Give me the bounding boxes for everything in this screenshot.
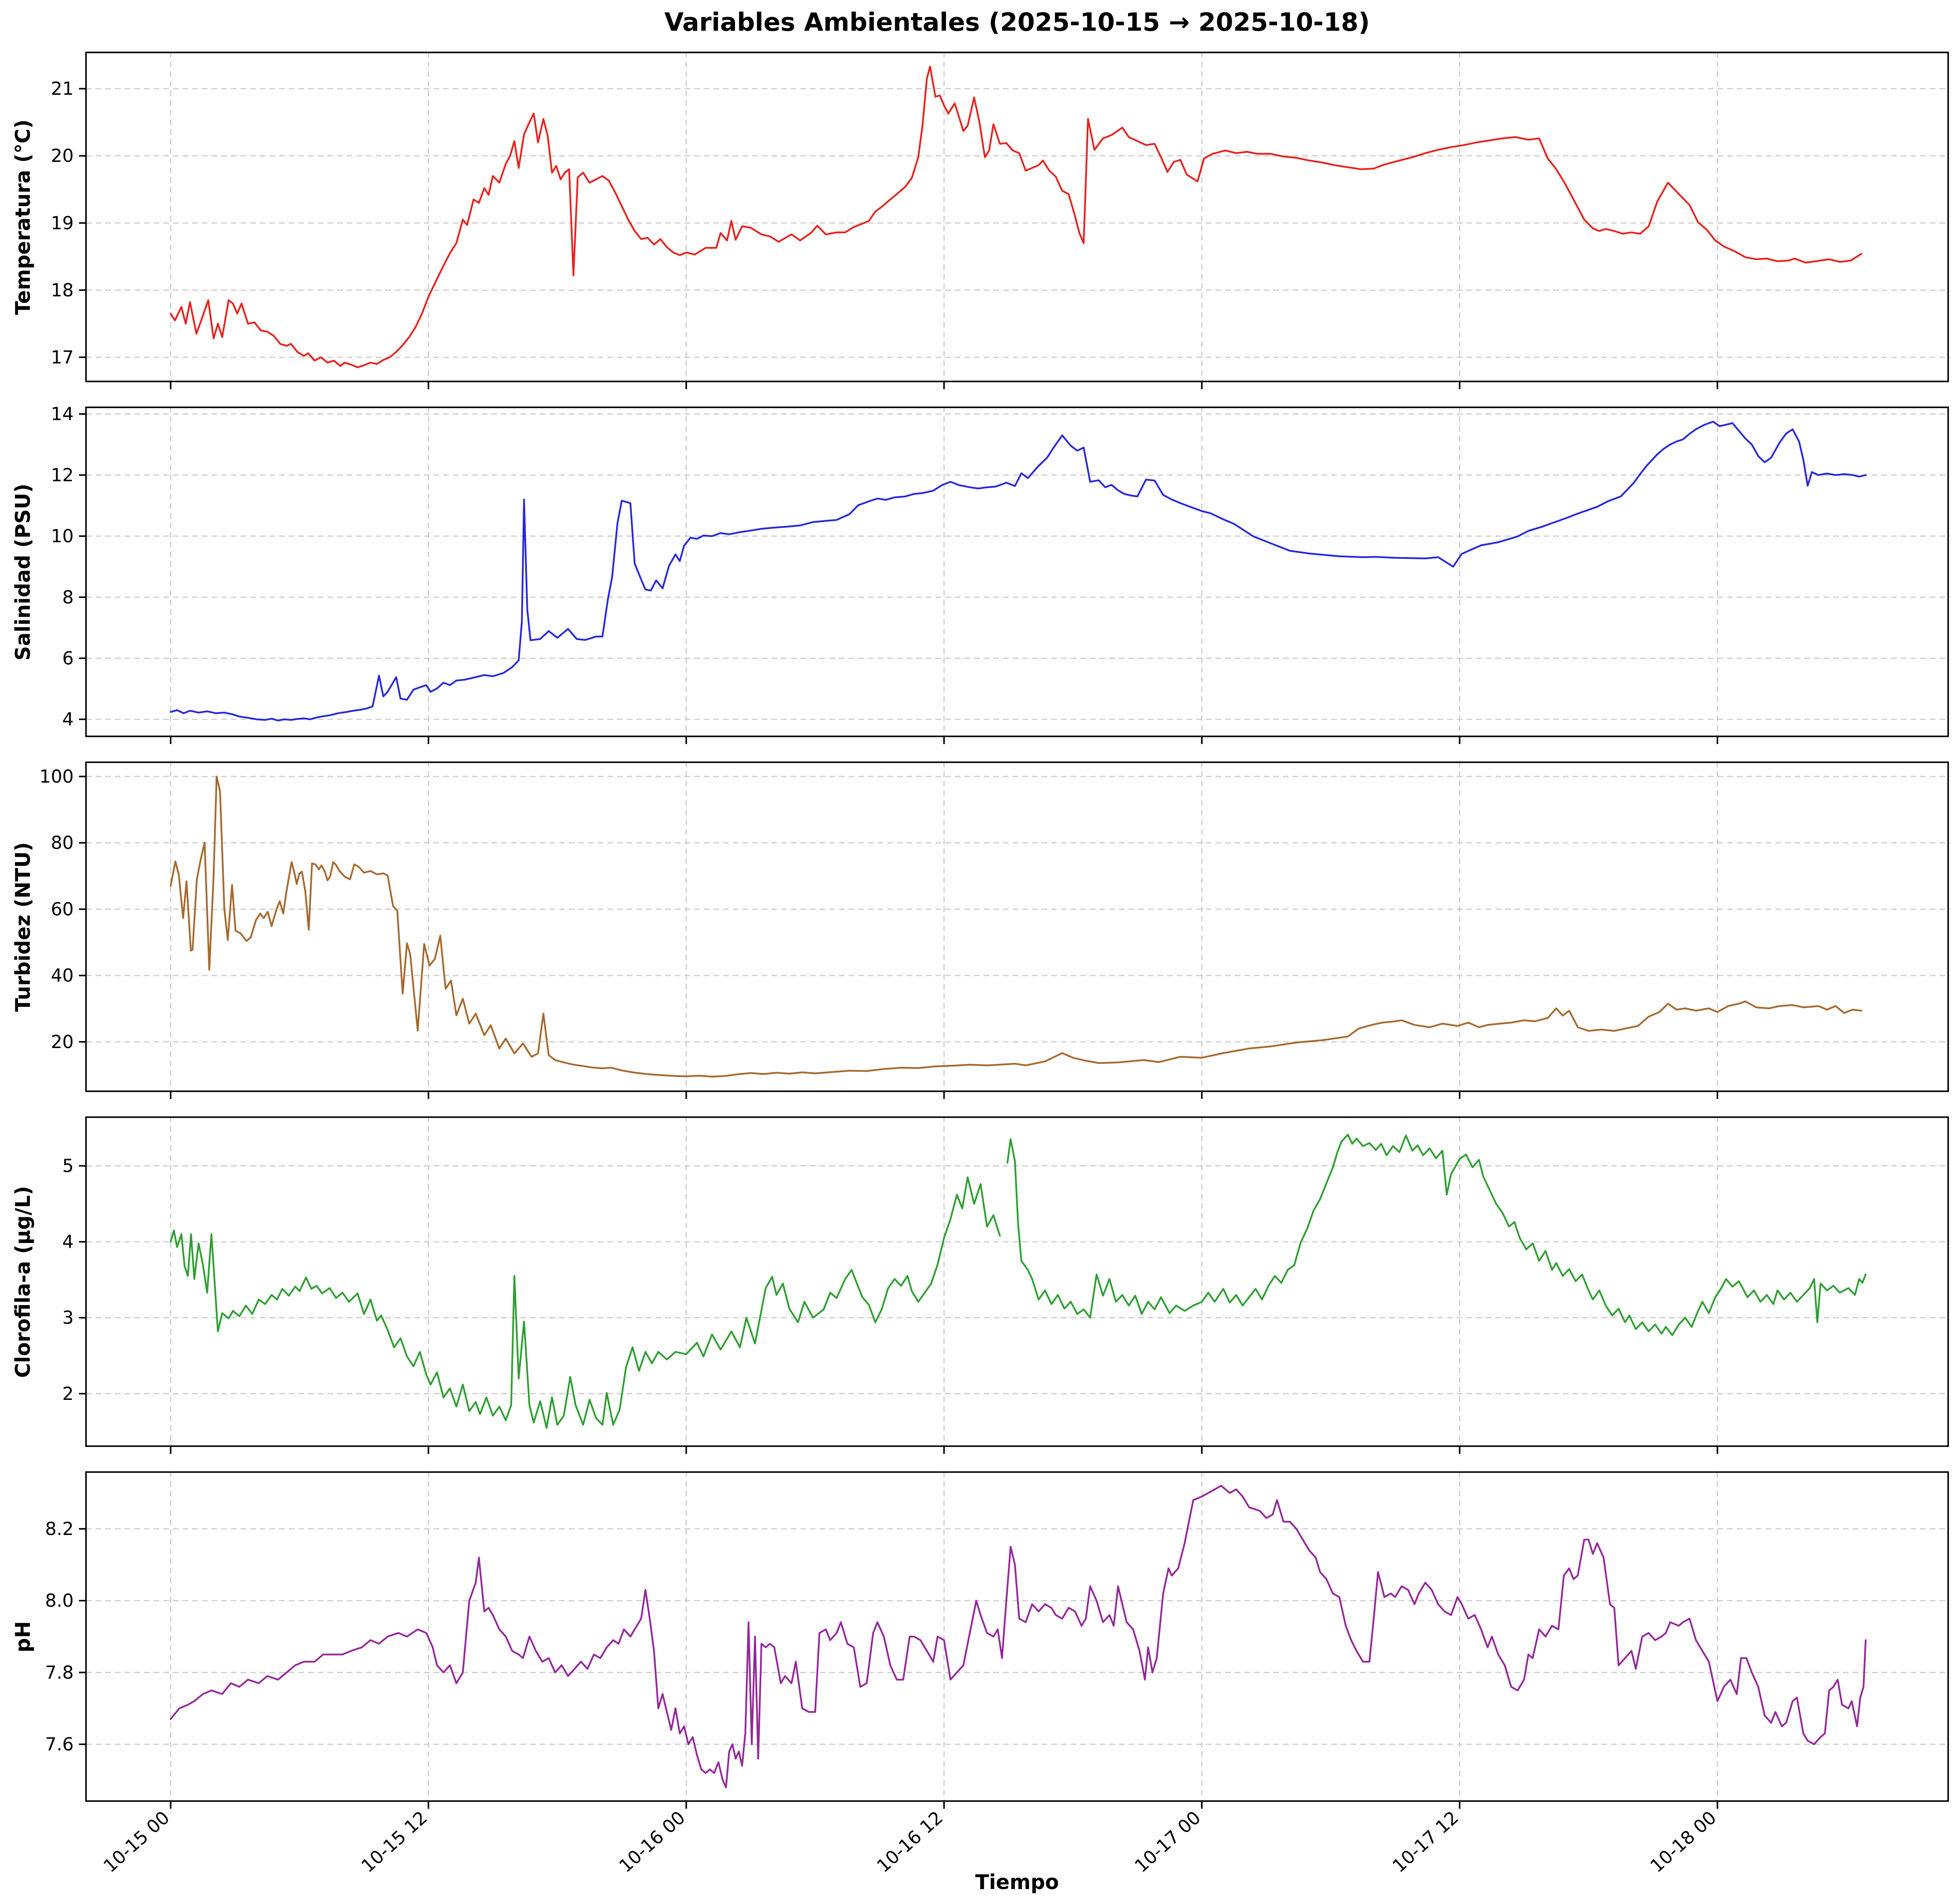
panel-salinidad: Salinidad (PSU) 4 6 8 10 12 14 xyxy=(0,404,1960,744)
turbidez-plot: 20 40 60 80 100 xyxy=(39,761,1949,1099)
y-tick-label: 7.8 xyxy=(45,1662,74,1683)
y-tick-label: 21 xyxy=(51,78,74,99)
x-tick-label: 10-18 00 xyxy=(1646,1807,1720,1877)
y-tick-label: 7.6 xyxy=(45,1734,74,1755)
y-tick-label: 8.0 xyxy=(45,1590,74,1611)
salinidad-plot: 4 6 8 10 12 14 xyxy=(51,404,1949,744)
y-tick-label: 5 xyxy=(62,1156,74,1177)
y-tick-label: 17 xyxy=(51,347,74,368)
panel-frame xyxy=(85,1116,1949,1447)
panel-ph: pH 7.6 7.8 8.0 8.2 xyxy=(0,1471,1960,1809)
panel-turbidez: Turbidez (NTU) 20 40 60 80 100 xyxy=(0,761,1960,1099)
y-tick-label: 4 xyxy=(62,1231,74,1252)
turbidez-line xyxy=(169,776,1863,1078)
y-tick-label: 12 xyxy=(51,465,74,486)
panel-frame xyxy=(85,761,1949,1092)
y-tick-label: 40 xyxy=(51,965,74,986)
y-tick-label: 100 xyxy=(39,766,74,787)
y-tick-label: 2 xyxy=(62,1383,74,1404)
clorofila-plot: 2 3 4 5 xyxy=(62,1116,1949,1454)
y-tick-label: 20 xyxy=(51,1031,74,1052)
x-tick-label: 10-17 00 xyxy=(1131,1807,1205,1877)
temperatura-line xyxy=(169,65,1863,369)
ph-plot: 7.6 7.8 8.0 8.2 xyxy=(45,1471,1949,1809)
x-axis-title: Tiempo xyxy=(975,1870,1059,1894)
x-tick-labels: 10-15 00 10-15 12 10-16 00 10-16 12 10-17 00… xyxy=(99,1807,1720,1877)
x-tick-label: 10-15 00 xyxy=(99,1807,173,1877)
x-tick-label: 10-15 12 xyxy=(357,1807,431,1877)
x-tick-label: 10-16 12 xyxy=(873,1807,947,1877)
chart-title: Variables Ambientales (2025-10-15 → 2025… xyxy=(664,8,1370,37)
salinidad-line xyxy=(169,421,1867,722)
x-tick-label: 10-16 00 xyxy=(615,1807,689,1877)
y-tick-label: 20 xyxy=(51,145,74,166)
y-tick-label: 8.2 xyxy=(45,1518,74,1539)
x-axis: 10-15 00 10-15 12 10-16 00 10-16 12 10-17 00… xyxy=(0,1802,1960,1900)
y-tick-label: 19 xyxy=(51,212,74,233)
y-tick-label: 8 xyxy=(62,587,74,608)
y-tick-label: 80 xyxy=(51,832,74,853)
x-tick-label: 10-17 12 xyxy=(1388,1807,1462,1877)
panel-frame xyxy=(85,51,1949,383)
y-tick-label: 6 xyxy=(62,648,74,669)
y-tick-label: 3 xyxy=(62,1307,74,1328)
panel-frame xyxy=(85,1471,1949,1802)
panel-frame xyxy=(85,406,1949,737)
y-tick-label: 14 xyxy=(51,404,74,425)
y-tick-label: 60 xyxy=(51,898,74,920)
temperatura-plot: 17 18 19 20 21 xyxy=(51,51,1949,389)
y-tick-label: 18 xyxy=(51,279,74,301)
y-tick-label: 4 xyxy=(62,709,74,730)
ph-line xyxy=(169,1485,1867,1789)
clorofila-a-line xyxy=(169,1134,1867,1429)
y-tick-label: 10 xyxy=(51,526,74,547)
panel-temperatura: Temperatura (°C) 17 18 19 20 21 xyxy=(0,51,1960,389)
